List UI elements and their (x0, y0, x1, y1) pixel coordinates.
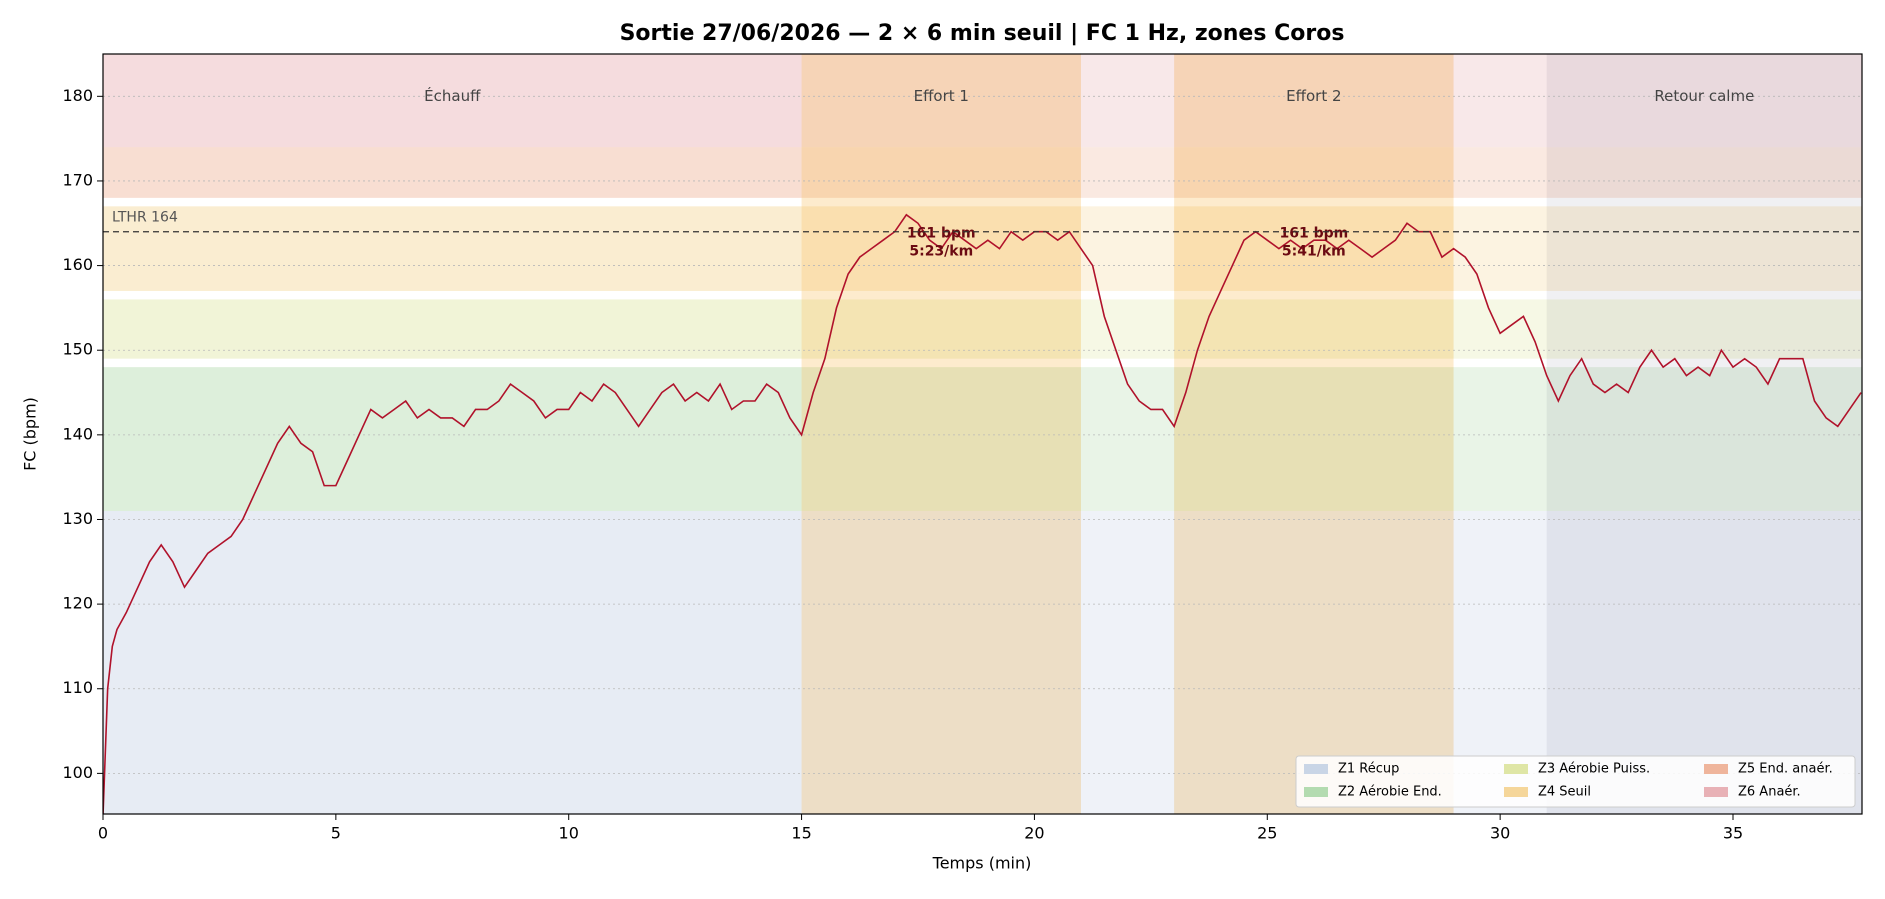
x-tick-label: 0 (98, 824, 108, 843)
segment-label: Retour calme (1654, 87, 1754, 105)
zone-band (103, 367, 1862, 512)
y-tick-label: 150 (62, 340, 93, 359)
legend-label: Z2 Aérobie End. (1338, 785, 1442, 800)
y-tick-label: 120 (62, 594, 93, 613)
x-tick-label: 15 (791, 824, 811, 843)
y-tick-label: 160 (62, 255, 93, 274)
overlay: Échauff Effort 1 161 bpm 5:23/km Effort 2 161… (62, 53, 1863, 843)
segment-label: Échauff (424, 86, 481, 105)
segment-band (1453, 54, 1547, 814)
legend-label: Z4 Seuil (1538, 785, 1591, 800)
x-tick-label: 35 (1723, 824, 1743, 843)
segment-annotation: 161 bpm (907, 226, 976, 242)
segment-annotation: 161 bpm (1279, 226, 1348, 242)
y-tick-label: 170 (62, 170, 93, 189)
segment-band (801, 54, 1081, 814)
y-tick-label: 180 (62, 86, 93, 105)
x-tick-label: 20 (1024, 824, 1044, 843)
plot-area (103, 54, 1862, 814)
legend-label: Z6 Anaér. (1738, 785, 1801, 800)
legend-label: Z5 End. anaér. (1738, 762, 1833, 777)
y-axis-label: FC (bpm) (21, 397, 40, 471)
legend-swatch (1304, 764, 1328, 774)
lthr-label: LTHR 164 (112, 210, 178, 226)
segment-annotation: 5:41/km (1282, 244, 1346, 260)
y-tick-label: 140 (62, 424, 93, 443)
hr-line (103, 213, 1862, 814)
legend-swatch (1504, 764, 1528, 774)
x-tick-label: 5 (331, 824, 341, 843)
chart-title: Sortie 27/06/2026 — 2 × 6 min seuil | FC… (620, 21, 1345, 46)
x-tick-label: 25 (1257, 824, 1277, 843)
plot-frame (102, 53, 1863, 815)
segment-band (1546, 54, 1862, 814)
x-tick-label: 10 (559, 824, 579, 843)
segment-band (1080, 54, 1175, 814)
segment-band (1174, 54, 1454, 814)
legend-label: Z1 Récup (1338, 762, 1399, 777)
zone-band (103, 299, 1862, 359)
x-axis-label: Temps (min) (932, 854, 1032, 873)
y-tick-label: 110 (62, 678, 93, 697)
segment-label: Effort 2 (1286, 87, 1341, 105)
legend-label: Z3 Aérobie Puiss. (1538, 762, 1650, 777)
x-tick-label: 30 (1490, 824, 1510, 843)
zone-band (103, 206, 1862, 291)
segment-label: Effort 1 (914, 87, 969, 105)
legend-swatch (1704, 787, 1728, 797)
y-tick-label: 100 (62, 763, 93, 782)
zone-band (103, 147, 1862, 198)
y-tick-label: 130 (62, 509, 93, 528)
legend-swatch (1304, 787, 1328, 797)
segment-annotation: 5:23/km (909, 244, 973, 260)
legend-swatch (1504, 787, 1528, 797)
zone-band (103, 54, 1862, 148)
legend-swatch (1704, 764, 1728, 774)
